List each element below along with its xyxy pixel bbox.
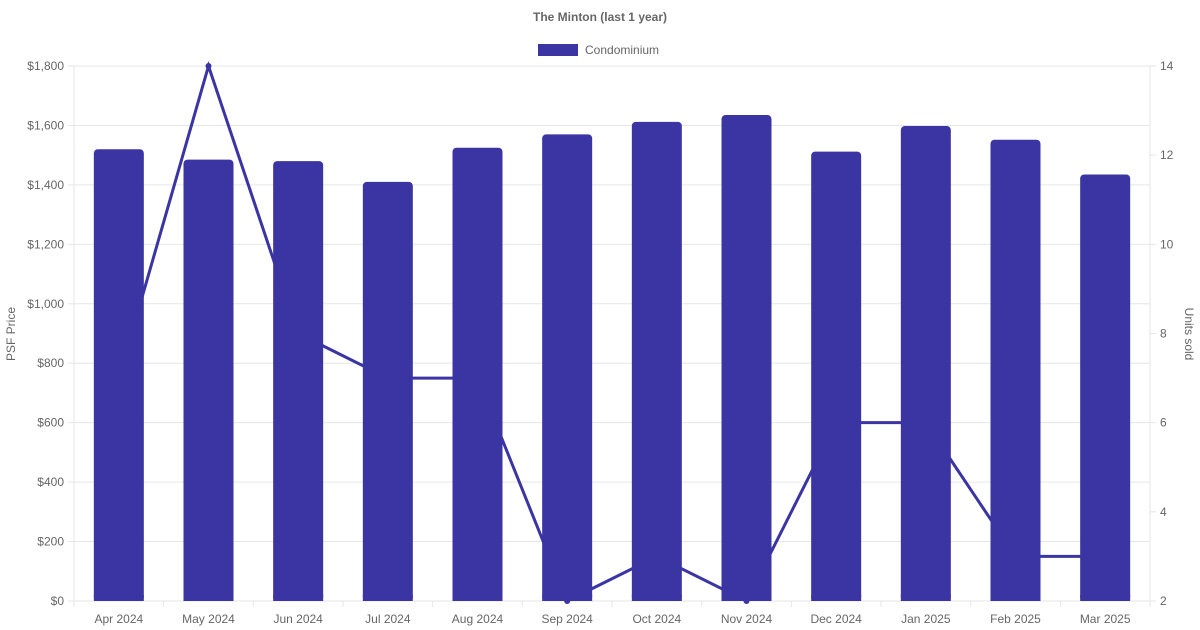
grid-lines (68, 65, 1156, 607)
line-series (115, 60, 1109, 604)
y-tick-label: $1,000 (27, 297, 64, 311)
y-axis-title: PSF Price (4, 307, 18, 361)
x-tick-label: Aug 2024 (452, 612, 504, 626)
x-tick-label: Jan 2025 (901, 612, 951, 626)
y2-tick-label: 4 (1160, 505, 1167, 519)
bar-base (631, 595, 682, 601)
line-point[interactable] (205, 63, 212, 69)
line-point[interactable] (474, 375, 481, 382)
x-tick-label: Sep 2024 (541, 612, 593, 626)
x-tick-label: Jun 2024 (273, 612, 323, 626)
x-tick-label: Jul 2024 (365, 612, 411, 626)
line-point[interactable] (384, 375, 391, 382)
x-tick-label: Dec 2024 (810, 612, 862, 626)
bar-base (1080, 595, 1131, 601)
units-sold-line[interactable] (117, 60, 1106, 604)
line-point[interactable] (922, 419, 929, 426)
bar-base (93, 595, 144, 601)
bars (93, 115, 1131, 602)
bar-base (900, 595, 951, 601)
y-tick-label: $600 (37, 416, 64, 430)
legend-swatch (538, 44, 578, 56)
bar-base (273, 595, 324, 601)
y2-tick-label: 10 (1160, 237, 1174, 251)
x-tick-label: Mar 2025 (1080, 612, 1131, 626)
chart-title: The Minton (last 1 year) (533, 10, 667, 24)
bar[interactable] (811, 151, 862, 601)
y-tick-label: $200 (37, 535, 64, 549)
bar[interactable] (183, 159, 234, 601)
bar-base (990, 595, 1041, 601)
bar-base (452, 595, 503, 601)
bar[interactable] (362, 181, 413, 601)
bar-base (811, 595, 862, 601)
y2-tick-label: 14 (1160, 59, 1174, 73)
line-point[interactable] (1012, 553, 1019, 560)
bar[interactable] (631, 121, 682, 601)
x-tick-label: Oct 2024 (632, 612, 681, 626)
legend-label: Condominium (585, 43, 659, 57)
bar[interactable] (273, 161, 324, 601)
bar[interactable] (721, 115, 772, 602)
axes: $0 $200 $400 $600 $800 $1,000 $1,200 $1,400 $1,6… (27, 59, 1173, 626)
y2-tick-label: 8 (1160, 327, 1167, 341)
line-point[interactable] (653, 553, 660, 560)
y-tick-label: $800 (37, 356, 64, 370)
line-point[interactable] (115, 375, 122, 382)
bar[interactable] (990, 139, 1041, 601)
bar[interactable] (1080, 174, 1131, 601)
y-tick-label: $1,800 (27, 59, 64, 73)
y2-tick-label: 12 (1160, 148, 1174, 162)
x-tick-label: Feb 2025 (990, 612, 1041, 626)
y-tick-label: $1,400 (27, 178, 64, 192)
line-point[interactable] (295, 330, 302, 337)
legend[interactable]: Condominium (538, 43, 659, 57)
line-point[interactable] (743, 598, 750, 604)
y-tick-label: $1,200 (27, 237, 64, 251)
bar-base (362, 595, 413, 601)
y-tick-label: $1,600 (27, 118, 64, 132)
x-tick-label: Apr 2024 (94, 612, 143, 626)
x-tick-label: Nov 2024 (721, 612, 773, 626)
y2-tick-label: 6 (1160, 416, 1167, 430)
bar[interactable] (542, 134, 593, 601)
bar-base (183, 595, 234, 601)
y-tick-label: $400 (37, 475, 64, 489)
bar[interactable] (452, 147, 503, 601)
y2-tick-label: 2 (1160, 594, 1167, 608)
y2-axis-title: Units sold (1182, 308, 1196, 361)
line-point[interactable] (564, 598, 571, 604)
bar[interactable] (900, 126, 951, 602)
line-point[interactable] (833, 419, 840, 426)
x-tick-label: May 2024 (182, 612, 235, 626)
y-tick-label: $0 (51, 594, 65, 608)
line-point[interactable] (1102, 553, 1109, 560)
